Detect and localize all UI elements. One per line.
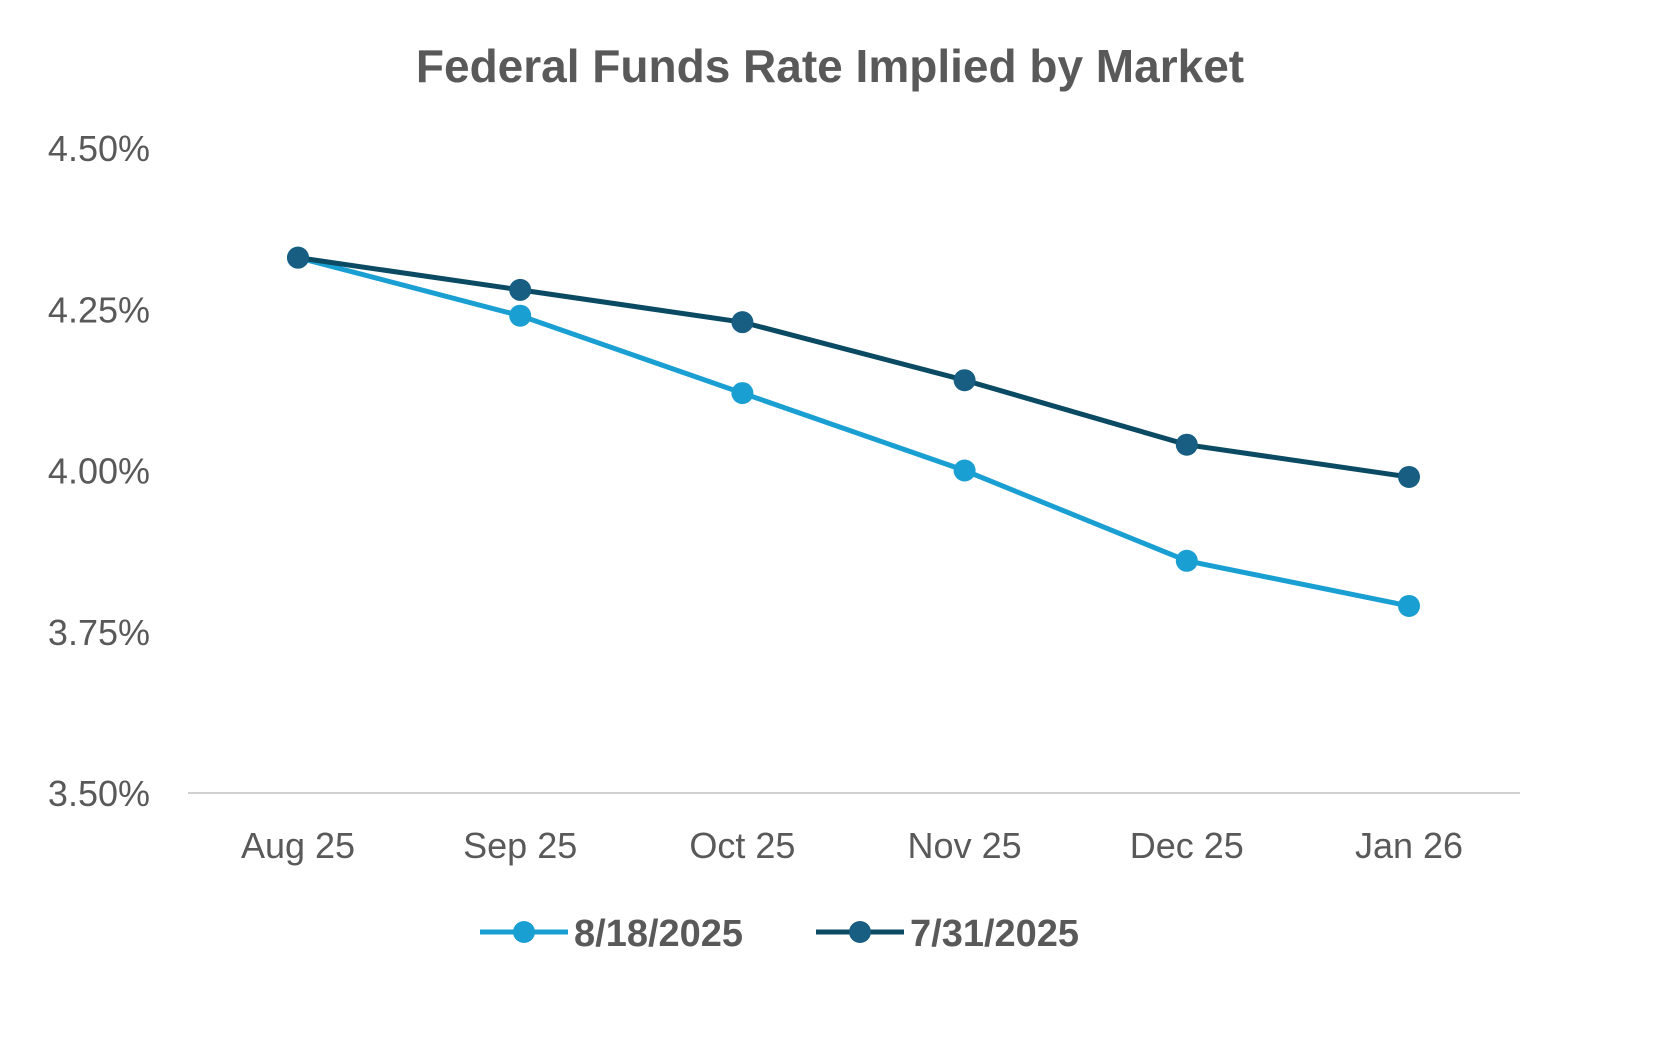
data-point [953, 369, 976, 392]
data-point [1175, 433, 1198, 456]
data-point [1175, 549, 1198, 572]
series-7/31/2025 [287, 246, 1420, 488]
legend-label: 7/31/2025 [910, 913, 1079, 955]
legend-item: 8/18/2025 [480, 913, 743, 955]
legend-marker [513, 921, 535, 943]
y-tick-label: 4.25% [48, 289, 150, 330]
y-tick-label: 4.00% [48, 451, 150, 492]
y-tick-label: 4.50% [48, 128, 150, 169]
series-line [297, 255, 1410, 609]
data-point [1398, 465, 1420, 488]
data-point [731, 382, 754, 405]
y-tick-label: 3.75% [48, 612, 150, 653]
x-tick-label: Aug 25 [241, 825, 355, 866]
y-tick-label: 3.50% [48, 773, 150, 814]
x-tick-label: Dec 25 [1130, 825, 1244, 866]
x-tick-label: Oct 25 [689, 825, 795, 866]
x-tick-label: Sep 25 [463, 825, 577, 866]
data-point [731, 311, 754, 334]
chart-title: Federal Funds Rate Implied by Market [416, 40, 1244, 92]
data-point [287, 246, 309, 269]
data-point [953, 459, 976, 482]
data-point [1398, 594, 1420, 617]
legend-marker [849, 921, 871, 943]
data-point [509, 304, 532, 327]
data-point [509, 278, 532, 301]
x-tick-label: Jan 26 [1355, 825, 1463, 866]
series-line [297, 255, 1410, 480]
legend-item: 7/31/2025 [816, 913, 1079, 955]
x-tick-label: Nov 25 [908, 825, 1022, 866]
series-8/18/2025 [287, 246, 1420, 617]
legend-label: 8/18/2025 [574, 913, 743, 955]
